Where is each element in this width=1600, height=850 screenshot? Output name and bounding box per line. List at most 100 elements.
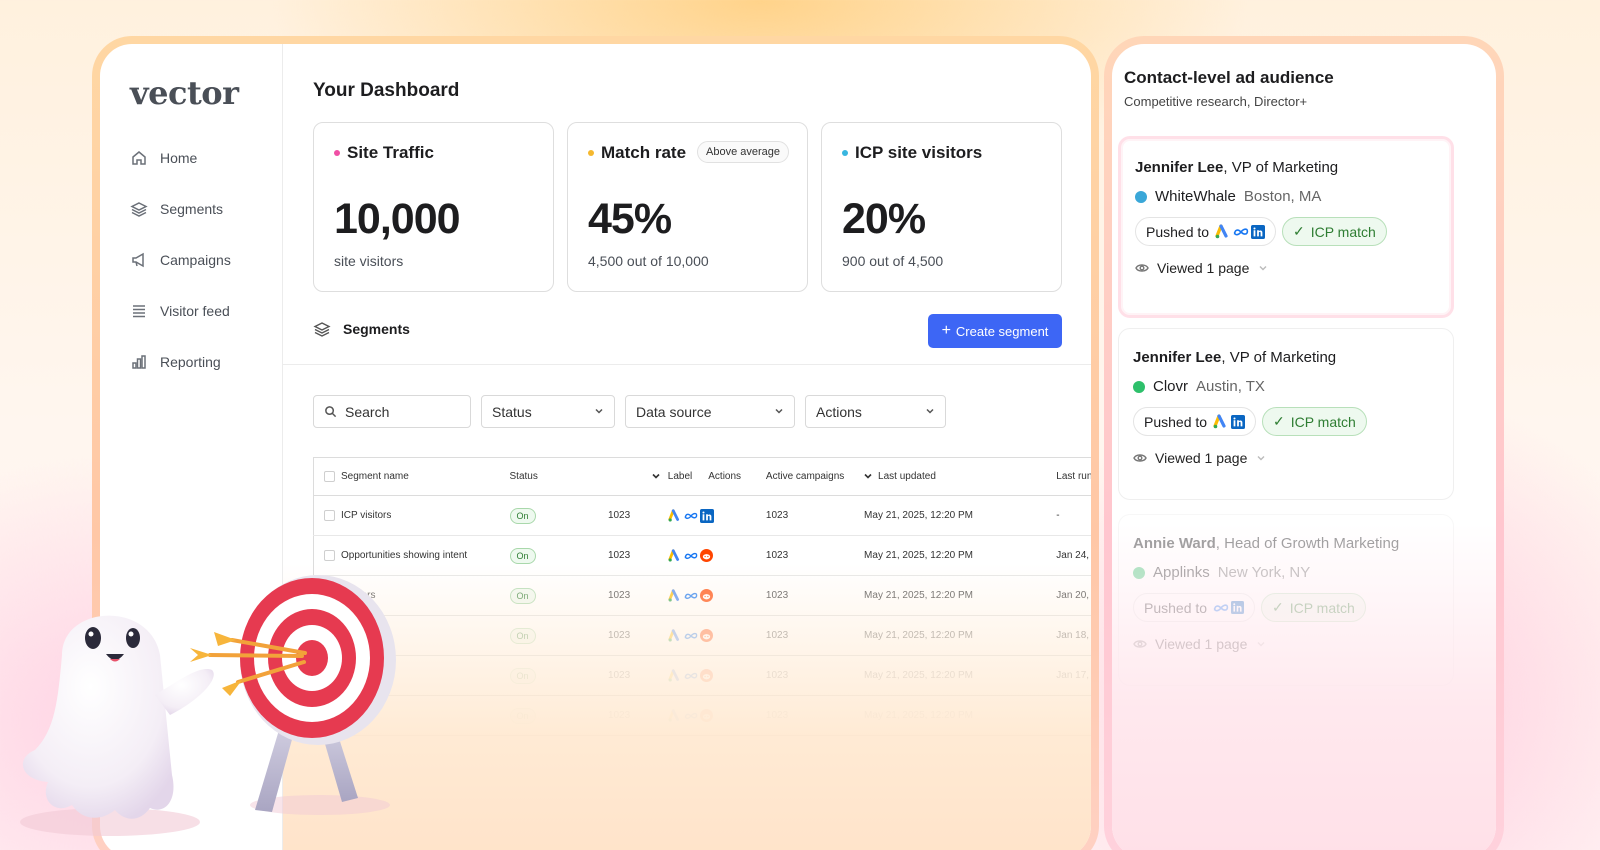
- sidebar-item-campaigns[interactable]: Campaigns: [130, 248, 282, 272]
- icp-match-badge[interactable]: ✓ ICP match: [1261, 407, 1367, 436]
- pushed-to-badge[interactable]: Pushed to: [1135, 217, 1276, 246]
- card-heading: Match rate: [588, 143, 787, 163]
- segment-name: ICP visitors: [341, 510, 392, 522]
- check-icon: ✓: [1272, 413, 1285, 429]
- badge-label: Pushed to: [1144, 599, 1208, 616]
- sidebar-item-label: Home: [160, 150, 198, 166]
- cell-count: 1023: [607, 655, 668, 696]
- column-label: Status: [509, 471, 538, 482]
- company-logo-icon: [1133, 380, 1145, 393]
- column-header-label[interactable]: Label: [667, 457, 709, 496]
- sidebar-item-label: Segments: [160, 201, 224, 217]
- cell-last-run: [1056, 695, 1091, 736]
- chevron-down-icon: [652, 472, 660, 480]
- cell-count: 1023: [607, 495, 668, 536]
- contact-card[interactable]: Annie Ward, Head of Growth Marketing Appl…: [1118, 514, 1454, 686]
- select-all-checkbox[interactable]: [324, 470, 335, 482]
- pushed-to-badge[interactable]: Pushed to: [1133, 593, 1255, 622]
- row-checkbox[interactable]: [324, 589, 335, 601]
- column-label: Actions: [708, 471, 742, 482]
- brand-logo[interactable]: vector: [130, 74, 239, 112]
- contact-name-line: Annie Ward, Head of Growth Marketing: [1133, 535, 1439, 552]
- reddit-icon: [699, 549, 713, 562]
- badge-label: Pushed to: [1146, 223, 1210, 240]
- section-title: Segments: [343, 321, 410, 337]
- status-select[interactable]: Status: [481, 395, 615, 428]
- table-row[interactable]: Opportunities showing intent On 1023 1023 Ma…: [313, 535, 1091, 576]
- status-badge[interactable]: On: [509, 507, 536, 524]
- table-row[interactable]: ICP visitors On 1023 1023 May 21, 2025, 12:2…: [313, 495, 1091, 536]
- metric-card-match-rate[interactable]: Match rate Above average 45% 4,500 out o…: [567, 122, 808, 292]
- viewed-pages-toggle[interactable]: Viewed 1 page: [1133, 636, 1439, 652]
- check-icon: ✓: [1292, 223, 1305, 239]
- sidebar-item-reporting[interactable]: Reporting: [130, 350, 282, 374]
- metric-card-icp-site-visitors[interactable]: ICP site visitors 20% 900 out of 4,500: [821, 122, 1062, 292]
- column-header-last-updated[interactable]: Last updated: [864, 457, 1057, 496]
- contact-card[interactable]: Jennifer Lee, VP of Marketing Clovr Austin…: [1118, 328, 1454, 500]
- company-logo-icon: [1133, 566, 1145, 579]
- cell-segment-name: [313, 655, 510, 696]
- cell-status: On: [509, 615, 608, 656]
- sidebar-item-visitor-feed[interactable]: Visitor feed: [130, 299, 282, 323]
- table-row[interactable]: On 1023 1023 May 21, 2025, 12:20 PM: [313, 695, 1091, 736]
- chevron-down-icon: [1257, 642, 1265, 647]
- viewed-pages-toggle[interactable]: Viewed 1 page: [1135, 260, 1437, 276]
- meta-icon: [684, 592, 698, 599]
- viewed-label: Viewed 1 page: [1155, 450, 1248, 466]
- column-label: Last run: [1056, 471, 1091, 482]
- column-header-name[interactable]: Segment name: [313, 457, 510, 496]
- google-ads-icon: [668, 708, 679, 722]
- cell-segment-name: [313, 695, 510, 736]
- audience-panel: Contact-level ad audience Competitive re…: [1112, 44, 1496, 850]
- divider: [283, 364, 1091, 365]
- metric-card-site-traffic[interactable]: Site Traffic 10,000 site visitors: [313, 122, 554, 292]
- cell-status: On: [509, 495, 608, 536]
- status-badge[interactable]: On: [509, 627, 536, 644]
- column-header-last-run[interactable]: Last run: [1056, 457, 1091, 496]
- create-segment-button[interactable]: + Create segment: [928, 314, 1062, 348]
- data-source-select[interactable]: Data source: [625, 395, 795, 428]
- segments-table: Segment name Status Label Actions Active…: [313, 457, 1091, 736]
- google-ads-icon: [1213, 413, 1226, 428]
- button-label: Create segment: [955, 323, 1049, 339]
- row-checkbox[interactable]: [324, 709, 335, 721]
- actions-select[interactable]: Actions: [805, 395, 946, 428]
- home-icon: [132, 151, 146, 165]
- row-checkbox[interactable]: [324, 669, 335, 681]
- metric-value: 10,000: [334, 195, 461, 243]
- chevron-down-icon: [864, 472, 872, 480]
- layers-icon: [313, 322, 331, 337]
- contact-card[interactable]: Jennifer Lee, VP of Marketing WhiteWhale B…: [1118, 136, 1454, 318]
- icp-match-badge[interactable]: ✓ ICP match: [1281, 217, 1387, 246]
- column-label: Segment name: [341, 471, 409, 483]
- contact-role: , VP of Marketing: [1221, 349, 1337, 366]
- cell-last-run: Jan 18, 20: [1056, 615, 1091, 656]
- cell-last-updated: May 21, 2025, 12:20 PM: [864, 495, 1057, 536]
- status-badge[interactable]: On: [509, 547, 536, 564]
- viewed-pages-toggle[interactable]: Viewed 1 page: [1133, 450, 1439, 466]
- column-header-actions[interactable]: Actions: [708, 457, 766, 496]
- column-header-status[interactable]: Status: [509, 457, 608, 496]
- row-checkbox[interactable]: [324, 549, 335, 561]
- contact-name-line: Jennifer Lee, VP of Marketing: [1135, 159, 1437, 176]
- badge-label: ICP match: [1289, 599, 1355, 616]
- status-badge[interactable]: On: [509, 707, 536, 724]
- sidebar-item-home[interactable]: Home: [130, 146, 282, 170]
- row-checkbox[interactable]: [324, 509, 335, 521]
- search-input[interactable]: Search: [313, 395, 471, 428]
- google-ads-icon: [668, 548, 679, 562]
- table-row[interactable]: ...visitors On 1023 1023 May 21, 2025, 12:20…: [313, 615, 1091, 656]
- status-badge[interactable]: On: [509, 587, 536, 604]
- column-header-status-sort[interactable]: [607, 457, 668, 496]
- status-badge[interactable]: On: [509, 667, 536, 684]
- contact-tags: Pushed to ✓ ICP match: [1133, 593, 1439, 622]
- sidebar-item-segments[interactable]: Segments: [130, 197, 282, 221]
- card-heading: ICP site visitors: [842, 143, 1041, 163]
- table-row[interactable]: ...isitors On 1023 1023 May 21, 2025, 12:20 …: [313, 575, 1091, 616]
- icp-match-badge[interactable]: ✓ ICP match: [1260, 593, 1366, 622]
- table-row[interactable]: On 1023 1023 May 21, 2025, 12:20 PM Jan 17, …: [313, 655, 1091, 696]
- company-logo-icon: [1135, 190, 1147, 203]
- column-header-active-campaigns[interactable]: Active campaigns: [765, 457, 865, 496]
- row-checkbox[interactable]: [324, 629, 335, 641]
- pushed-to-badge[interactable]: Pushed to: [1133, 407, 1256, 436]
